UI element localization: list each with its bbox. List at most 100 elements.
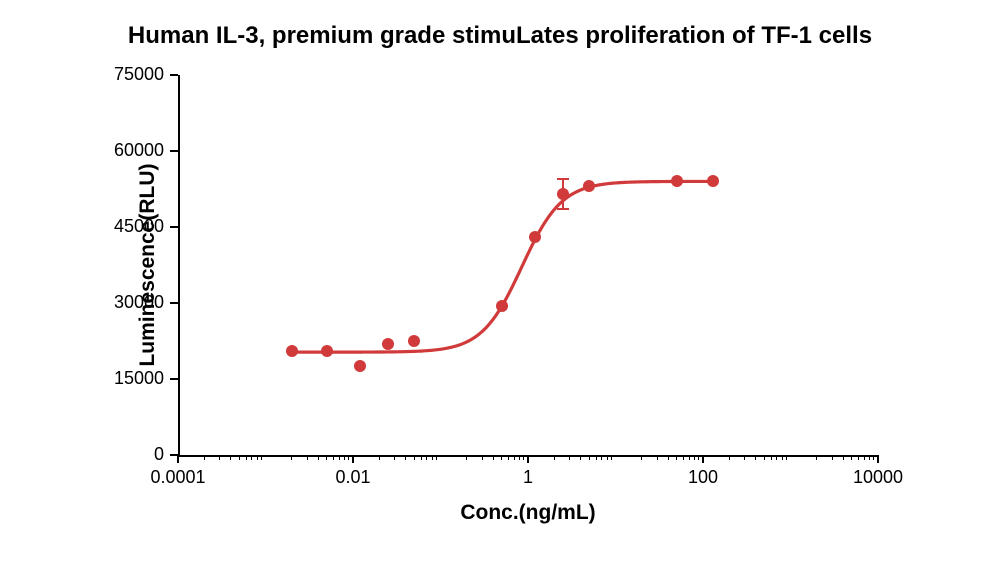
x-minor-tick: [611, 455, 612, 460]
x-minor-tick: [589, 455, 590, 460]
data-point: [529, 231, 541, 243]
data-point: [671, 175, 683, 187]
x-minor-tick: [668, 455, 669, 460]
error-cap: [557, 178, 569, 180]
x-minor-tick: [554, 455, 555, 460]
data-point: [286, 345, 298, 357]
x-minor-tick: [426, 455, 427, 460]
x-minor-tick: [596, 455, 597, 460]
x-minor-tick: [501, 455, 502, 460]
x-minor-tick: [326, 455, 327, 460]
x-minor-tick: [601, 455, 602, 460]
x-minor-tick: [251, 455, 252, 460]
x-minor-tick: [569, 455, 570, 460]
x-minor-tick: [421, 455, 422, 460]
x-minor-tick: [786, 455, 787, 460]
dose-response-curve: [178, 75, 878, 455]
x-minor-tick: [436, 455, 437, 460]
y-tick: [170, 378, 178, 380]
data-point: [557, 188, 569, 200]
y-tick: [170, 302, 178, 304]
x-minor-tick: [261, 455, 262, 460]
x-minor-tick: [843, 455, 844, 460]
data-point: [354, 360, 366, 372]
x-tick-label: 0.01: [308, 467, 398, 488]
x-minor-tick: [851, 455, 852, 460]
x-minor-tick: [514, 455, 515, 460]
x-tick-label: 10000: [833, 467, 923, 488]
data-point: [496, 300, 508, 312]
x-minor-tick: [873, 455, 874, 460]
x-minor-tick: [523, 455, 524, 460]
x-minor-tick: [318, 455, 319, 460]
x-tick: [877, 455, 879, 463]
x-minor-tick: [307, 455, 308, 460]
x-minor-tick: [832, 455, 833, 460]
x-minor-tick: [729, 455, 730, 460]
x-minor-tick: [348, 455, 349, 460]
x-minor-tick: [239, 455, 240, 460]
y-tick: [170, 150, 178, 152]
error-cap: [557, 208, 569, 210]
x-minor-tick: [858, 455, 859, 460]
x-minor-tick: [776, 455, 777, 460]
x-minor-tick: [744, 455, 745, 460]
x-minor-tick: [864, 455, 865, 460]
data-point: [321, 345, 333, 357]
x-minor-tick: [414, 455, 415, 460]
x-minor-tick: [519, 455, 520, 460]
x-minor-tick: [291, 455, 292, 460]
x-minor-tick: [230, 455, 231, 460]
x-minor-tick: [607, 455, 608, 460]
x-axis-label: Conc.(ng/mL): [178, 501, 878, 525]
x-minor-tick: [683, 455, 684, 460]
y-axis-label: Luminescence(RLU): [136, 155, 160, 375]
x-minor-tick: [764, 455, 765, 460]
data-point: [583, 180, 595, 192]
x-minor-tick: [394, 455, 395, 460]
x-minor-tick: [405, 455, 406, 460]
x-minor-tick: [641, 455, 642, 460]
x-minor-tick: [339, 455, 340, 460]
x-tick: [352, 455, 354, 463]
x-minor-tick: [333, 455, 334, 460]
x-minor-tick: [219, 455, 220, 460]
x-minor-tick: [755, 455, 756, 460]
x-minor-tick: [204, 455, 205, 460]
x-minor-tick: [694, 455, 695, 460]
x-minor-tick: [257, 455, 258, 460]
x-minor-tick: [771, 455, 772, 460]
x-tick-label: 0.0001: [133, 467, 223, 488]
chart-title: Human IL-3, premium grade stimuLates pro…: [0, 22, 1000, 50]
x-minor-tick: [676, 455, 677, 460]
x-minor-tick: [246, 455, 247, 460]
x-minor-tick: [379, 455, 380, 460]
data-point: [382, 338, 394, 350]
x-minor-tick: [482, 455, 483, 460]
x-minor-tick: [493, 455, 494, 460]
x-minor-tick: [432, 455, 433, 460]
x-minor-tick: [782, 455, 783, 460]
x-minor-tick: [698, 455, 699, 460]
x-tick: [702, 455, 704, 463]
x-minor-tick: [508, 455, 509, 460]
y-tick: [170, 226, 178, 228]
x-minor-tick: [466, 455, 467, 460]
x-tick: [177, 455, 179, 463]
x-minor-tick: [816, 455, 817, 460]
y-tick-label: 0: [84, 444, 164, 465]
x-minor-tick: [580, 455, 581, 460]
data-point: [408, 335, 420, 347]
x-tick-label: 1: [483, 467, 573, 488]
plot-area: 015000300004500060000750000.00010.011100…: [178, 75, 878, 455]
fit-curve: [292, 181, 713, 352]
x-minor-tick: [869, 455, 870, 460]
x-tick: [527, 455, 529, 463]
x-tick-label: 100: [658, 467, 748, 488]
data-point: [707, 175, 719, 187]
x-minor-tick: [689, 455, 690, 460]
x-minor-tick: [657, 455, 658, 460]
x-minor-tick: [344, 455, 345, 460]
y-tick-label: 75000: [84, 64, 164, 85]
y-tick: [170, 74, 178, 76]
